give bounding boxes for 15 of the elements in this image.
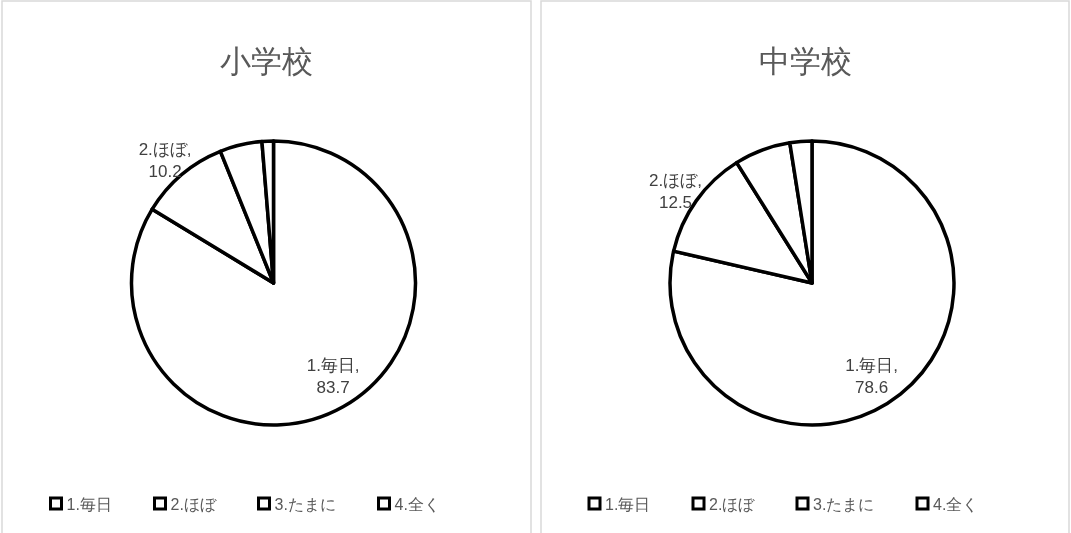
legend-label: 2.ほぼ — [709, 496, 756, 513]
legend-label: 2.ほぼ — [170, 496, 217, 513]
pie-slice — [129, 139, 418, 427]
legend-label: 1.毎日 — [66, 496, 112, 513]
legend-label: 3.たまに — [813, 496, 875, 513]
chart-title: 中学校 — [758, 44, 852, 79]
data-label: 2.ほぼ, 12.5 — [649, 170, 702, 212]
legend-label: 4.全く — [933, 496, 979, 513]
data-label: 1.毎日, 83.7 — [306, 356, 360, 398]
legend-label: 3.たまに — [274, 496, 336, 513]
data-label: 1.毎日, 78.6 — [845, 356, 899, 398]
legend-label: 1.毎日 — [605, 496, 651, 513]
data-label: 2.ほぼ, 10.2 — [138, 140, 192, 182]
legend-label: 4.全く — [394, 496, 440, 513]
chart-title: 小学校 — [220, 44, 313, 79]
